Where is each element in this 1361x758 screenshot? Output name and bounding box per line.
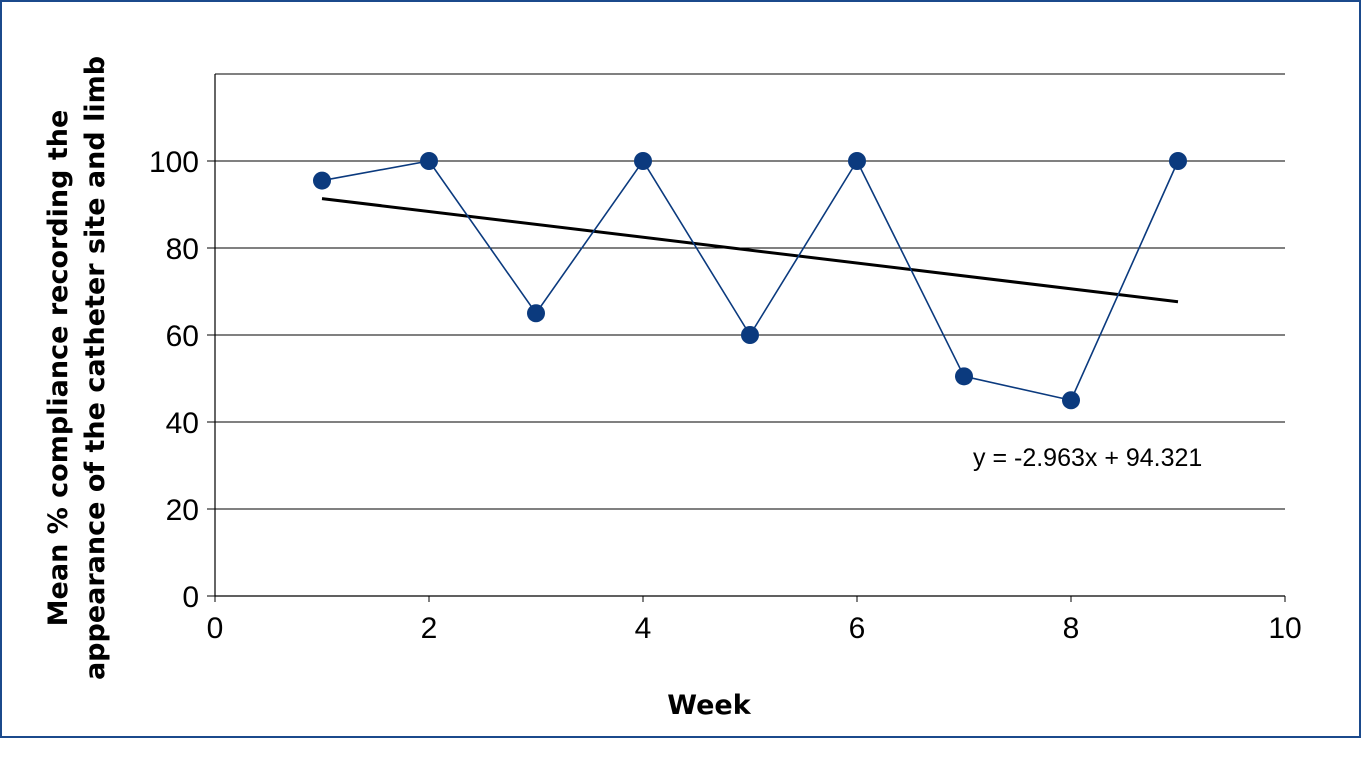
y-axis-title: Mean % compliance recording the appearan… xyxy=(43,56,111,680)
y-tick-label: 100 xyxy=(149,146,199,179)
data-point xyxy=(420,152,438,170)
y-tick-label: 40 xyxy=(166,407,199,440)
x-tick-label: 4 xyxy=(635,612,652,645)
data-point xyxy=(527,304,545,323)
tick-labels: 0 20 40 60 80 100 0 2 4 6 8 10 xyxy=(149,146,1302,645)
trendline-layer xyxy=(321,197,1179,304)
y-tick-label: 20 xyxy=(166,494,199,527)
data-point xyxy=(634,152,652,170)
y-axis-title-line-2: appearance of the catheter site and limb xyxy=(80,56,111,680)
series-line xyxy=(321,159,1179,402)
data-point xyxy=(955,367,973,386)
data-point xyxy=(741,326,759,344)
y-tick-label: 60 xyxy=(166,320,199,353)
data-point xyxy=(1062,391,1080,410)
chart-frame xyxy=(0,0,1361,738)
trendline-equation: y = -2.963x + 94.321 xyxy=(973,444,1202,472)
y-axis-title-line-1: Mean % compliance recording the xyxy=(43,110,74,627)
x-tick-label: 8 xyxy=(1063,612,1080,645)
x-tick-label: 0 xyxy=(207,612,224,645)
gridlines xyxy=(215,73,1285,510)
y-tick-label: 0 xyxy=(182,581,199,614)
data-point xyxy=(313,171,331,190)
x-axis-title: Week xyxy=(667,690,751,721)
x-tick-label: 6 xyxy=(849,612,866,645)
x-tick-label: 2 xyxy=(421,612,438,645)
series-layer xyxy=(313,152,1187,410)
x-tick-label: 10 xyxy=(1268,612,1301,645)
data-point xyxy=(1169,152,1187,170)
trendline xyxy=(321,197,1179,304)
y-tick-label: 80 xyxy=(166,233,199,266)
axes xyxy=(207,74,1286,602)
data-point xyxy=(848,152,866,170)
